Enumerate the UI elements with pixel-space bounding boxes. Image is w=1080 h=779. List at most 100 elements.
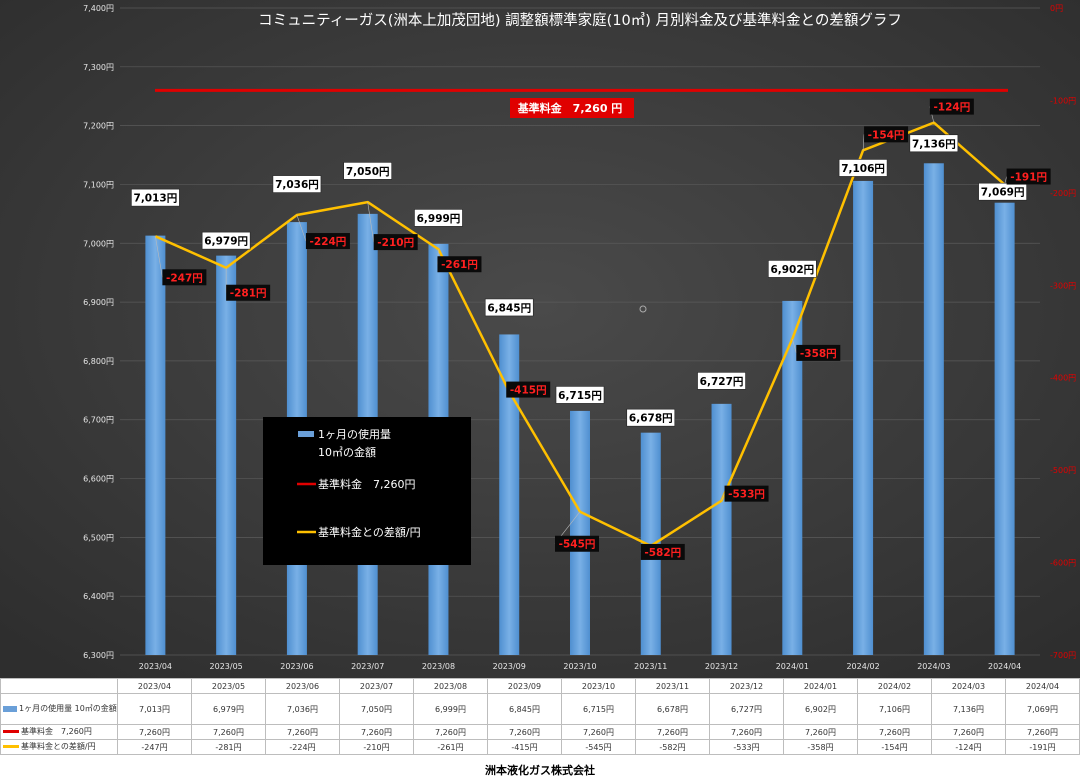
table-cell: -415円	[487, 739, 562, 755]
legend-diff-label: 基準料金との差額/円	[318, 525, 421, 539]
table-cell: -545円	[561, 739, 636, 755]
diff-data-label: -415円	[506, 381, 551, 398]
bar-data-label-box	[909, 134, 959, 153]
table-row-label: 基準料金 7,260円	[0, 724, 118, 740]
bar-data-label-box	[484, 298, 534, 317]
bar	[145, 235, 166, 656]
diff-data-label-box	[437, 256, 482, 273]
table-cell: -124円	[931, 739, 1006, 755]
bar-data-label: 7,013円	[131, 188, 180, 207]
diff-data-label: -191円	[1006, 168, 1051, 185]
bar-data-label-text: 7,106円	[841, 163, 885, 175]
diff-data-label-text: -261円	[441, 259, 478, 271]
table-cell: 7,260円	[931, 724, 1006, 740]
table-row-swatch	[3, 730, 19, 733]
diff-data-label-text: -210円	[377, 237, 414, 249]
bar-data-label: 6,727円	[697, 372, 746, 390]
diff-data-label-box	[226, 284, 271, 301]
legend-base-label: 基準料金 7,260円	[318, 477, 416, 491]
base-price-label: 基準料金 7,260 円	[510, 98, 634, 118]
x-tick-label: 2024/01	[776, 662, 809, 671]
diff-data-label-box	[555, 535, 599, 552]
table-header-cell: 2024/03	[931, 678, 1006, 694]
chart-title: コミュニティーガス(洲本上加茂団地) 調整額標準家庭(10㎥) 月別料金及び基準…	[258, 12, 902, 29]
y-tick-label: 7,400円	[83, 4, 114, 13]
x-tick-label: 2023/09	[493, 662, 526, 671]
table-cell: -281円	[191, 739, 266, 755]
table-cell: 7,260円	[265, 724, 340, 740]
legend-box	[263, 417, 471, 565]
bar-data-label-box	[838, 159, 888, 177]
table-row-swatch	[3, 705, 17, 712]
table-corner-cell	[0, 678, 118, 694]
bar-data-label: 7,050円	[343, 162, 392, 180]
table-cell: 7,013円	[117, 693, 192, 725]
diff-data-label-text: -358円	[800, 348, 837, 360]
table-cell: -261円	[413, 739, 488, 755]
table-row: 基準料金との差額/円 -247円 -281円 -224円 -210円 -261円 -415円…	[0, 739, 1080, 755]
bar-data-label-box	[131, 188, 180, 207]
diff-data-label-text: -281円	[230, 288, 267, 300]
bar-data-label-box	[626, 408, 676, 427]
diff-data-label-text: -154円	[868, 129, 905, 141]
diff-data-label: -124円	[929, 98, 974, 115]
table-cell: 7,260円	[191, 724, 266, 740]
diff-label-leader	[155, 236, 163, 278]
y-tick-label: 6,400円	[83, 592, 114, 601]
y-tick-label: 7,100円	[83, 180, 114, 189]
diff-data-label-box	[796, 344, 841, 361]
footer-company: 洲本液化ガス株式会社	[485, 764, 595, 777]
x-tick-label: 2023/10	[563, 662, 596, 671]
y-tick-label: 7,000円	[83, 239, 114, 248]
bar-data-label-text: 7,050円	[346, 166, 390, 178]
diff-data-label: -533円	[724, 485, 769, 502]
bar	[570, 410, 590, 655]
table-header-cell: 2023/09	[487, 678, 562, 694]
diff-data-label-box	[724, 485, 769, 502]
diff-data-label-text: -545円	[559, 539, 596, 551]
legend-swatch-bar	[298, 431, 314, 437]
table-cell: 7,036円	[265, 693, 340, 725]
y2-tick-label: 0円	[1050, 4, 1063, 13]
table-cell: 7,260円	[487, 724, 562, 740]
bar-data-label: 7,069円	[978, 182, 1027, 201]
bar-data-label-text: 7,069円	[981, 187, 1025, 199]
diff-data-label: -545円	[555, 535, 599, 552]
table-cell: 7,260円	[117, 724, 192, 740]
y-tick-label: 6,800円	[83, 357, 114, 366]
bar	[640, 432, 661, 655]
diff-data-label-box	[640, 543, 685, 560]
table-header-cell: 2023/07	[339, 678, 414, 694]
bar-data-label: 6,979円	[201, 231, 251, 250]
bar-data-label: 6,845円	[484, 298, 534, 317]
bar	[994, 202, 1015, 656]
x-tick-label: 2024/02	[846, 662, 879, 671]
bar-data-label-text: 7,013円	[134, 193, 178, 205]
table-cell: -582円	[635, 739, 710, 755]
y-tick-label: 7,300円	[83, 63, 114, 72]
table-header-cell: 2024/01	[783, 678, 858, 694]
table-cell: 7,260円	[635, 724, 710, 740]
table-cell: -358円	[783, 739, 858, 755]
table-cell: -154円	[857, 739, 932, 755]
table-row-swatch	[3, 745, 19, 748]
table-cell: 7,260円	[709, 724, 784, 740]
table-row-label: 1ヶ月の使用量 10㎥の金額	[0, 693, 118, 725]
diff-data-label-box	[162, 269, 207, 286]
y-tick-label: 6,900円	[83, 298, 114, 307]
bar-data-label-box	[201, 231, 251, 250]
diff-data-label: -154円	[864, 126, 909, 143]
table-header-cell: 2023/04	[117, 678, 192, 694]
diff-data-label: -224円	[305, 233, 350, 250]
table-cell: -210円	[339, 739, 414, 755]
y2-tick-label: -600円	[1050, 559, 1076, 568]
diff-data-label-text: -124円	[933, 102, 970, 114]
bar-data-label-text: 7,036円	[275, 179, 319, 191]
table-cell: 7,260円	[339, 724, 414, 740]
y2-tick-label: -500円	[1050, 466, 1076, 475]
x-tick-label: 2023/12	[705, 662, 738, 671]
table-cell: 6,727円	[709, 693, 784, 725]
bar-data-label: 6,678円	[626, 408, 676, 427]
table-cell: 6,845円	[487, 693, 562, 725]
